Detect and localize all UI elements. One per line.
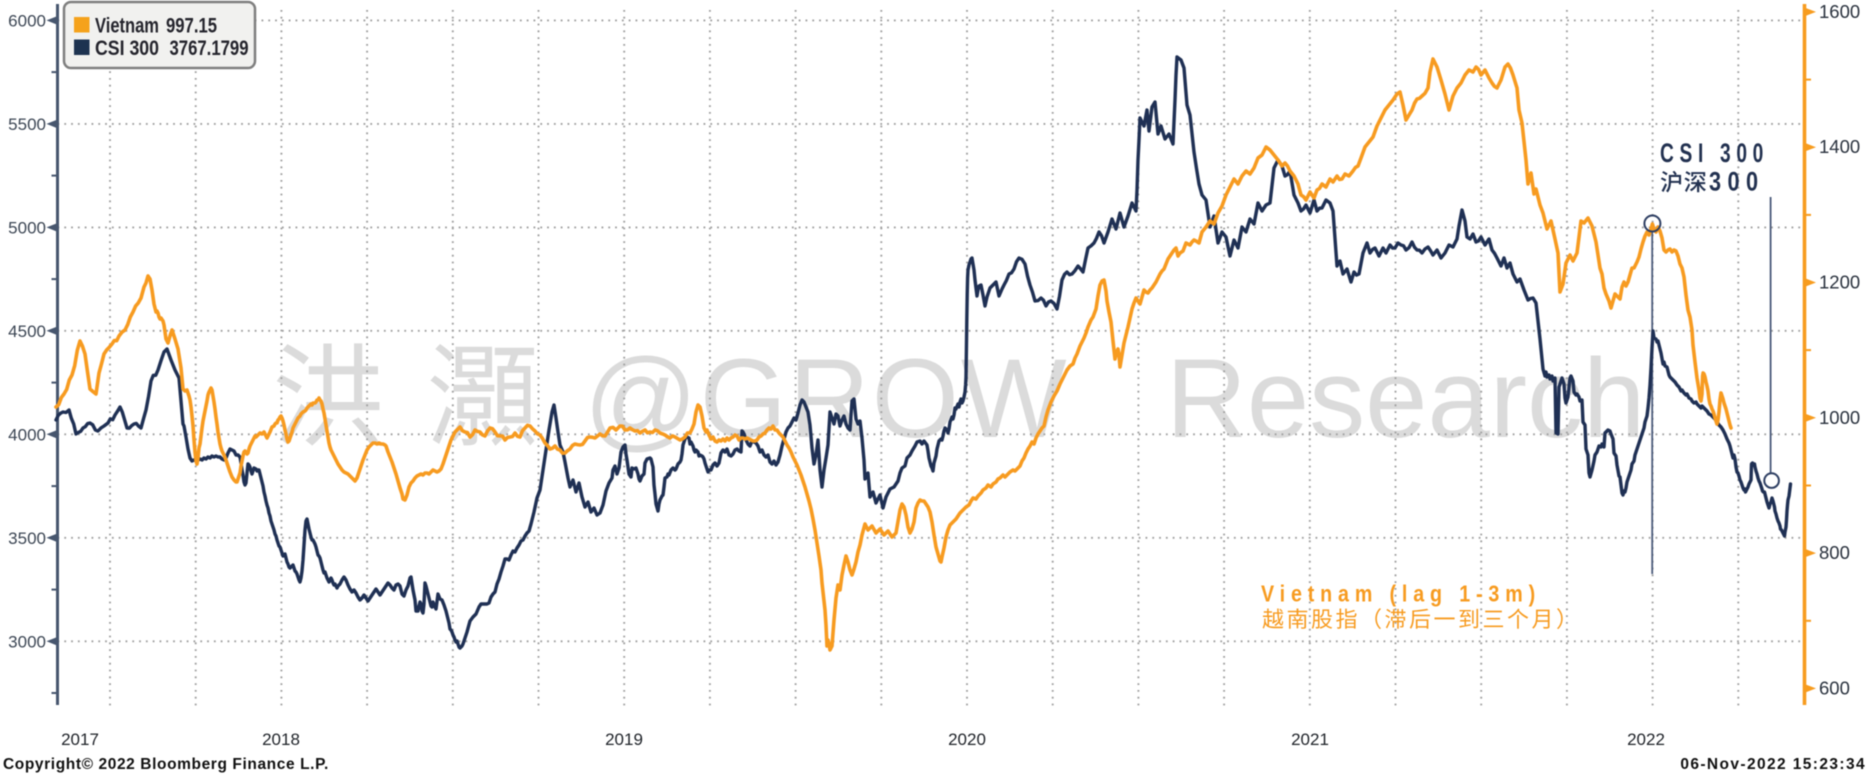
svg-text:2021: 2021 xyxy=(1291,730,1329,749)
svg-text:4500: 4500 xyxy=(8,322,46,341)
svg-text:6000: 6000 xyxy=(8,11,46,30)
svg-text:2017: 2017 xyxy=(61,730,99,749)
svg-text:997.15: 997.15 xyxy=(166,15,217,38)
svg-text:5000: 5000 xyxy=(8,218,46,237)
svg-text:06-Nov-2022 15:23:34: 06-Nov-2022 15:23:34 xyxy=(1680,756,1866,773)
svg-text:2019: 2019 xyxy=(605,730,643,749)
svg-text:CSI 300: CSI 300 xyxy=(95,37,159,60)
svg-text:600: 600 xyxy=(1819,677,1850,698)
svg-text:Vietnam (lag 1-3m): Vietnam (lag 1-3m) xyxy=(1261,581,1541,607)
svg-text:Vietnam: Vietnam xyxy=(95,15,159,38)
svg-text:1400: 1400 xyxy=(1819,136,1860,157)
svg-text:Copyright© 2022 Bloomberg Fina: Copyright© 2022 Bloomberg Finance L.P. xyxy=(3,756,329,773)
svg-text:@GROW: @GROW xyxy=(584,336,1069,461)
svg-text:1000: 1000 xyxy=(1819,407,1860,428)
svg-text:3500: 3500 xyxy=(8,529,46,548)
svg-text:3767.1799: 3767.1799 xyxy=(170,37,249,60)
svg-text:5500: 5500 xyxy=(8,115,46,134)
svg-text:300: 300 xyxy=(1709,167,1765,197)
svg-text:2018: 2018 xyxy=(262,730,300,749)
svg-text:Research: Research xyxy=(1166,336,1645,461)
svg-text:4000: 4000 xyxy=(8,425,46,444)
svg-text:CSI 300: CSI 300 xyxy=(1660,138,1769,168)
svg-text:1600: 1600 xyxy=(1819,1,1860,22)
svg-text:2020: 2020 xyxy=(948,730,986,749)
svg-text:1200: 1200 xyxy=(1819,272,1860,293)
svg-text:2022: 2022 xyxy=(1627,730,1665,749)
svg-text:800: 800 xyxy=(1819,542,1850,563)
svg-text:3000: 3000 xyxy=(8,632,46,651)
